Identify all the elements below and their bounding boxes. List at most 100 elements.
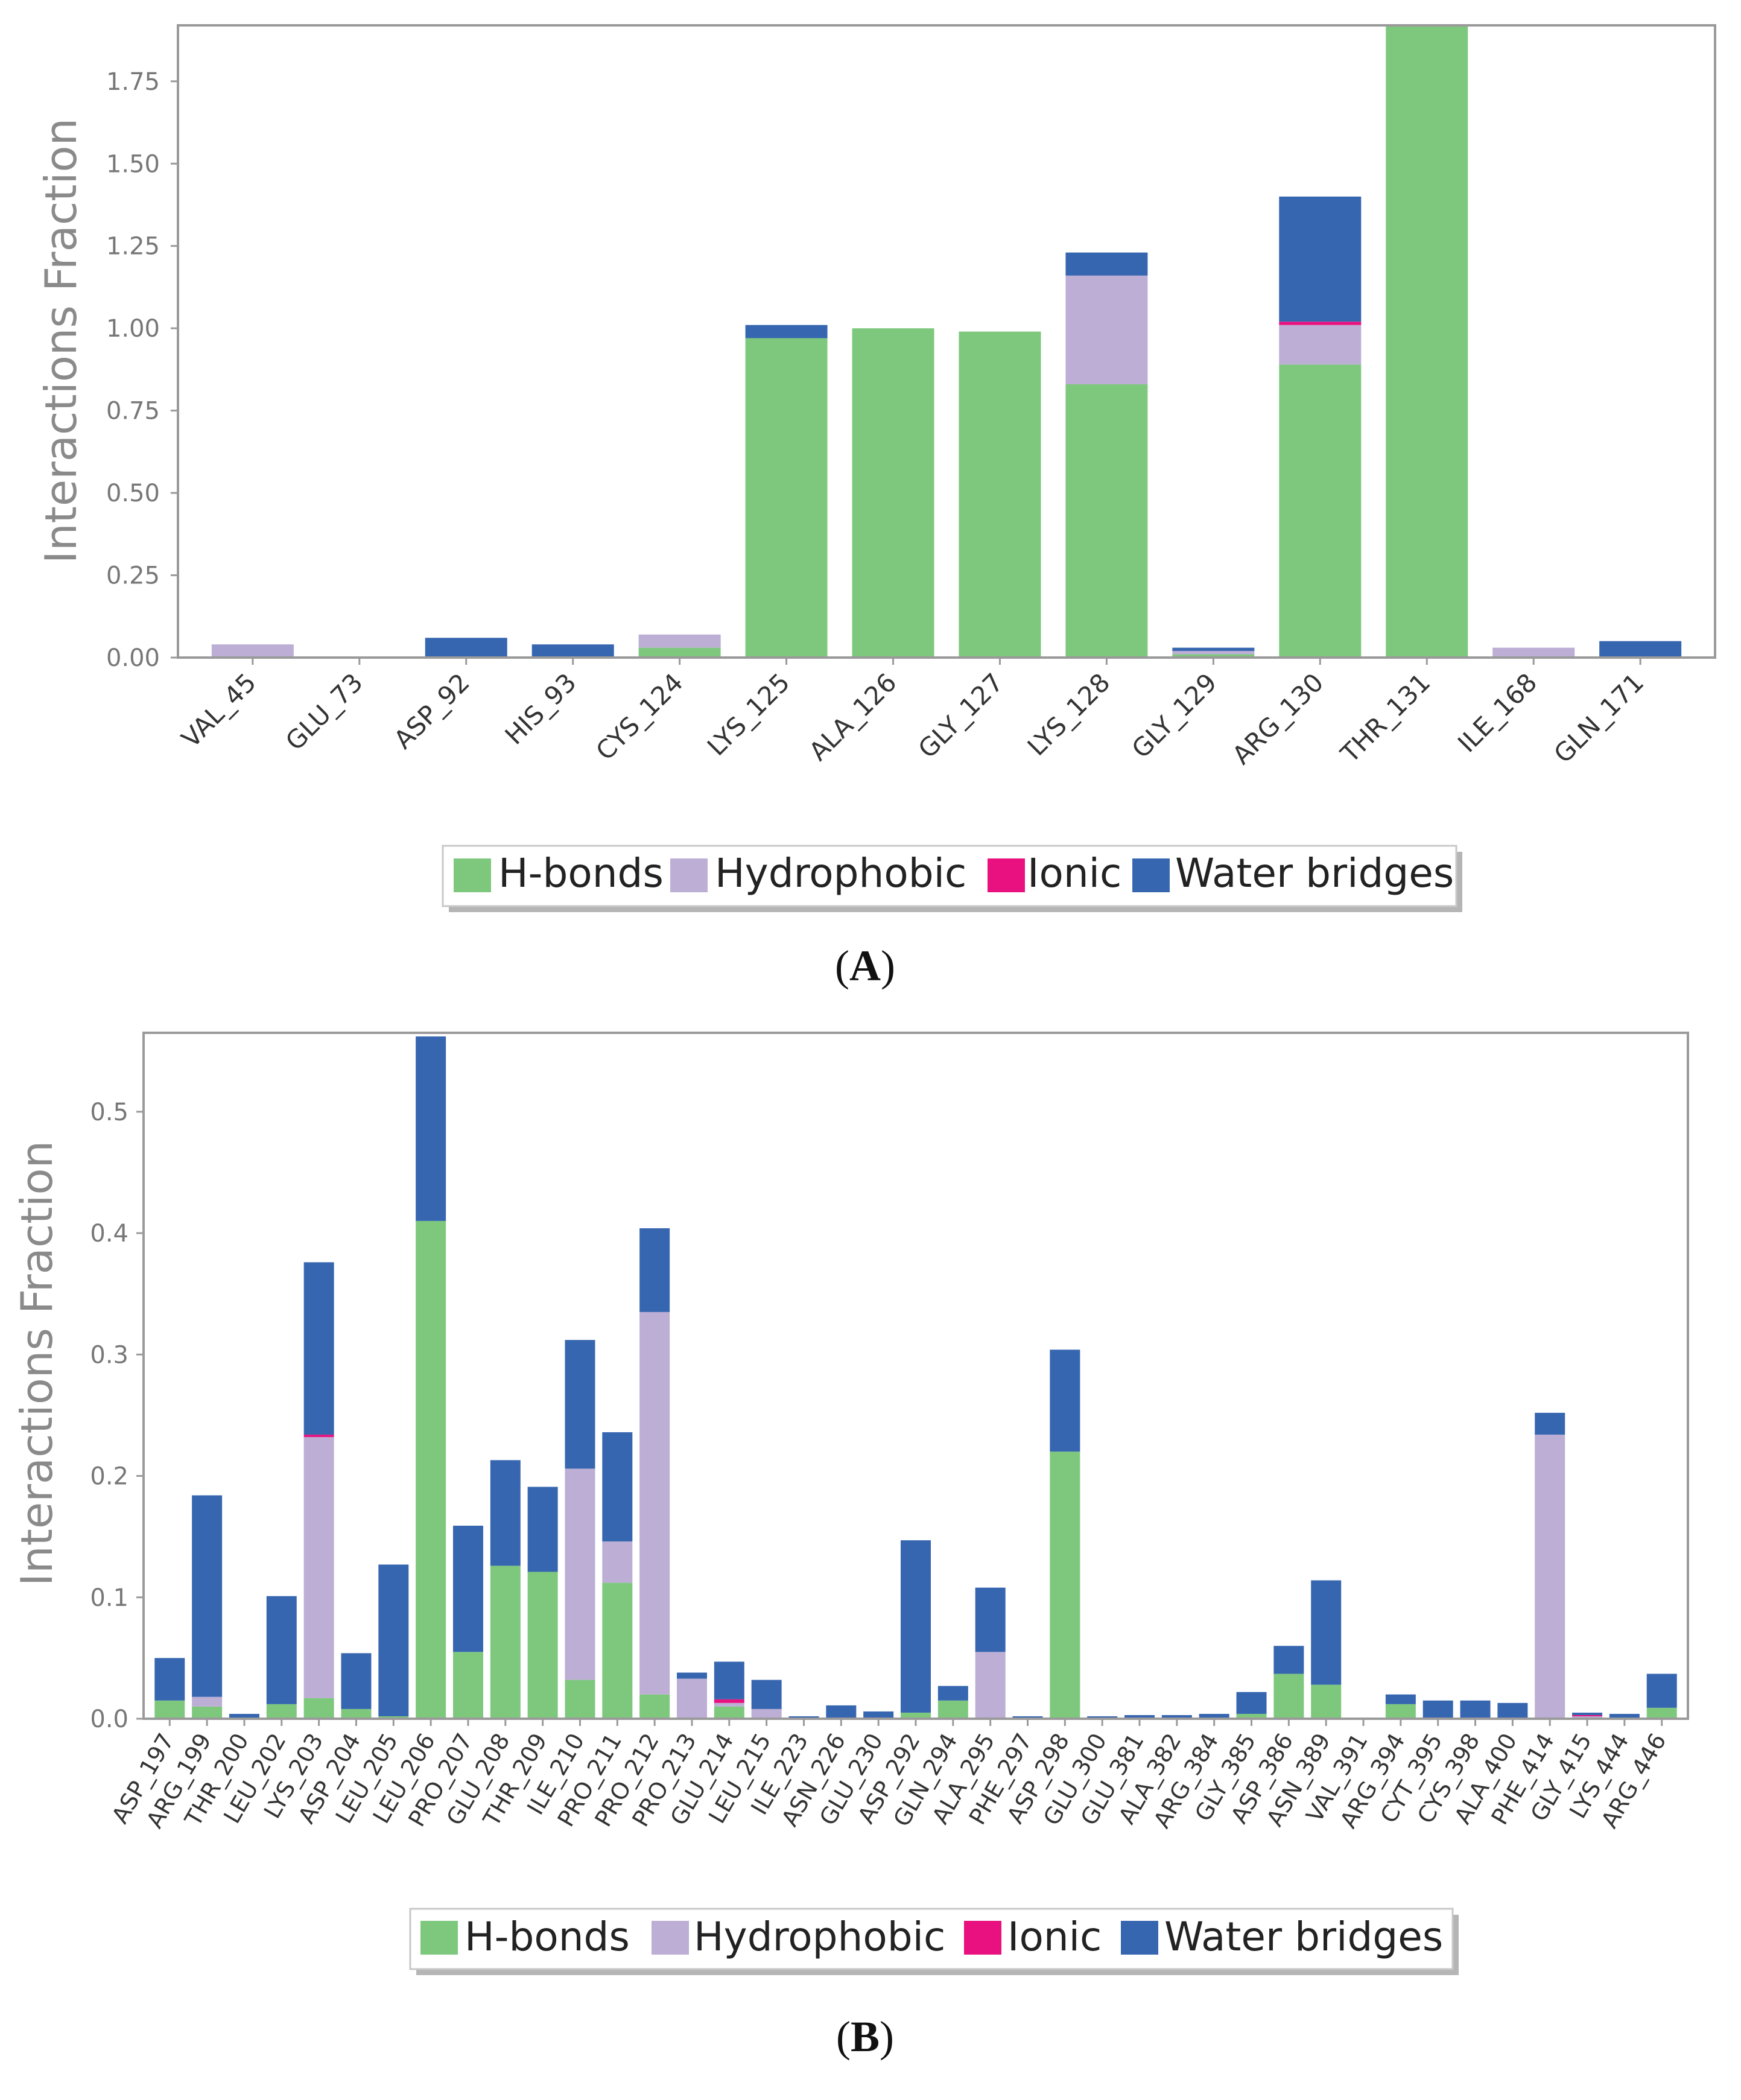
bar-water-arg-384	[1199, 1713, 1229, 1719]
panel-a-legend-box	[442, 845, 1457, 907]
panel-b-ytick-label: 0.2	[90, 1463, 128, 1491]
bar-hydrophobic-cys-124	[638, 634, 721, 648]
legend-a-swatch-water	[1132, 858, 1170, 892]
bar-water-pro-212	[639, 1228, 670, 1312]
bar-hydrophobic-phe-414	[1535, 1435, 1565, 1719]
xtick-label-glu-73: GLU_73	[280, 667, 369, 756]
bar-hbonds-asp-386	[1273, 1673, 1304, 1719]
bar-water-asp-197	[154, 1658, 185, 1701]
bar-hbonds-pro-212	[639, 1694, 670, 1719]
bar-water-glu-208	[490, 1460, 521, 1566]
bar-hydrophobic-pro-212	[639, 1312, 670, 1695]
bar-water-lys-128	[1065, 252, 1148, 276]
panel-a-caption-open: (	[835, 942, 849, 990]
bar-hydrophobic-ile-210	[565, 1468, 595, 1680]
legend-b-label-hbonds: H-bonds	[465, 1914, 630, 1960]
panel-b: Interactions Fraction 0.0 0.1 0.2 0.3 0.4 0.5…	[11, 1032, 1689, 2061]
bar-water-leu-205	[378, 1564, 409, 1716]
legend-b-label-water: Water bridges	[1164, 1914, 1443, 1960]
bar-hbonds-thr-209	[527, 1572, 558, 1719]
bar-hbonds-ala-126	[852, 328, 934, 658]
bar-water-asp-386	[1273, 1646, 1304, 1674]
bar-water-pro-211	[602, 1432, 633, 1542]
legend-b-swatch-hydrophobic	[652, 1921, 689, 1955]
bar-water-gly-415	[1572, 1712, 1603, 1715]
bar-hbonds-glu-214	[714, 1706, 744, 1719]
bar-hydrophobic-pro-211	[602, 1541, 633, 1583]
panel-a-caption: (A)	[835, 942, 895, 990]
xtick-label-arg-130: ARG_130	[1226, 667, 1329, 770]
bar-water-leu-206	[416, 1036, 446, 1221]
bar-hydrophobic-lys-128	[1065, 275, 1148, 384]
panel-b-ytick-label: 0.0	[90, 1705, 128, 1733]
panel-a-ytick-label: 1.00	[106, 315, 160, 343]
panel-a-y-axis: 0.00 0.25 0.50 0.75 1.00 1.25 1.50 1.75	[106, 68, 178, 672]
panel-b-caption-letter: B	[851, 2013, 880, 2061]
panel-a-ytick-label: 1.50	[106, 150, 160, 178]
panel-a-ytick-label: 0.75	[106, 398, 160, 425]
panel-b-ytick-label: 0.4	[90, 1220, 128, 1248]
legend-a-swatch-ionic	[988, 858, 1025, 892]
bar-water-ile-223	[788, 1716, 819, 1719]
bar-hydrophobic-arg-130	[1279, 325, 1362, 365]
panel-a-ytick-label: 1.25	[106, 233, 160, 261]
bar-water-gly-385	[1236, 1692, 1267, 1714]
bar-water-pro-213	[676, 1672, 707, 1679]
bar-water-gly-129	[1172, 647, 1255, 652]
xtick-label-his-93: HIS_93	[499, 667, 582, 750]
xtick-label-cys-124: CYS_124	[590, 667, 688, 766]
bar-water-asp-204	[341, 1653, 372, 1709]
bar-water-asp-92	[425, 638, 507, 658]
panel-a-x-axis: VAL_45 GLU_73 ASP_92 HIS_93 CYS_124 LYS_125 AL…	[176, 658, 1649, 770]
bar-hbonds-lys-125	[745, 338, 828, 658]
panel-b-x-axis: ASP_197ARG_199THR_200LEU_202LYS_203ASP_2…	[107, 1719, 1672, 1833]
bar-ionic-glu-214	[714, 1699, 744, 1703]
legend-a-label-water: Water bridges	[1175, 850, 1454, 896]
bar-ionic-gly-415	[1572, 1715, 1603, 1716]
bar-hydrophobic-lys-203	[303, 1437, 334, 1698]
panel-a-caption-close: )	[881, 942, 895, 990]
panel-b-caption: (B)	[836, 2013, 894, 2061]
legend-b-swatch-hbonds	[420, 1921, 458, 1955]
panel-b-y-axis: 0.0 0.1 0.2 0.3 0.4 0.5	[90, 1099, 144, 1733]
panel-a-ytick-label: 0.50	[106, 480, 160, 507]
xtick-label-lys-128: LYS_128	[1022, 667, 1116, 761]
bar-water-arg-394	[1385, 1694, 1416, 1704]
bar-hbonds-arg-130	[1279, 364, 1362, 658]
bar-water-glu-230	[863, 1711, 894, 1719]
panel-a-legend: H-bonds Hydrophobic Ionic Water bridges	[442, 845, 1462, 912]
bar-water-ala-400	[1497, 1702, 1528, 1719]
bar-water-cyt-395	[1422, 1700, 1453, 1719]
bar-water-thr-200	[229, 1713, 259, 1719]
xtick-label-lys-125: LYS_125	[702, 667, 796, 761]
xtick-label-ile-168: ILE_168	[1452, 667, 1543, 758]
bar-hbonds-leu-202	[266, 1704, 297, 1719]
xtick-label-thr-131: THR_131	[1334, 667, 1436, 769]
bar-water-arg-199	[192, 1495, 223, 1697]
bar-water-his-93	[531, 644, 614, 658]
bar-hbonds-leu-206	[416, 1220, 446, 1719]
bar-water-glu-381	[1124, 1715, 1155, 1719]
bar-hydrophobic-leu-215	[751, 1708, 782, 1719]
bar-hbonds-thr-131	[1386, 25, 1468, 658]
legend-b-label-ionic: Ionic	[1007, 1914, 1102, 1960]
legend-a-swatch-hydrophobic	[670, 858, 708, 892]
bar-hbonds-lys-203	[303, 1698, 334, 1719]
bar-hydrophobic-gly-129	[1172, 651, 1255, 655]
bar-hbonds-asp-298	[1050, 1451, 1080, 1719]
bar-water-gln-171	[1599, 641, 1682, 658]
panel-a: Interactions Fraction 0.00 0.25 0.50 0.75 1.…	[36, 24, 1716, 990]
legend-a-label-hbonds: H-bonds	[498, 850, 664, 896]
xtick-label-asp-92: ASP_92	[388, 667, 475, 754]
legend-a-label-ionic: Ionic	[1027, 850, 1121, 896]
bar-hbonds-asn-389	[1311, 1684, 1342, 1719]
bar-hydrophobic-gly-415	[1572, 1716, 1603, 1719]
bar-hbonds-gly-385	[1236, 1713, 1267, 1719]
panel-a-plot-frame	[177, 24, 1716, 659]
bar-hbonds-lys-128	[1065, 384, 1148, 658]
panel-a-caption-letter: A	[849, 942, 881, 990]
bar-water-asp-292	[901, 1540, 931, 1713]
bar-water-asp-298	[1050, 1350, 1080, 1452]
xtick-label-gly-127: GLY_127	[913, 667, 1009, 764]
xtick-label-gly-129: GLY_129	[1126, 667, 1222, 764]
